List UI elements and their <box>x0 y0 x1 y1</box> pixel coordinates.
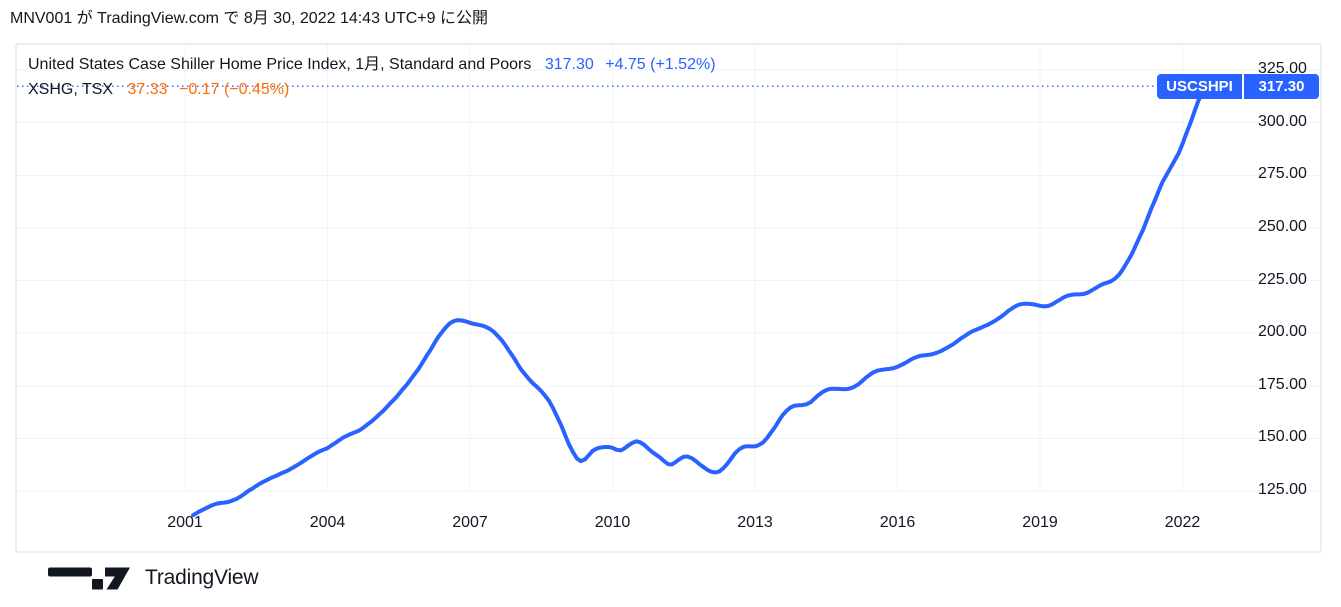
price-axis[interactable]: 325.00 300.00 275.00 250.00 225.00 200.00 175.… <box>1252 43 1322 553</box>
tradingview-logo[interactable]: TradingView <box>48 566 259 590</box>
time-axis-label: 2019 <box>1022 514 1058 531</box>
legend-row-secondary[interactable]: XSHG, TSX 37.33 −0.17 (−0.45%) <box>28 77 716 102</box>
legend-secondary-value: 37.33 <box>127 81 168 98</box>
price-axis-label: 175.00 <box>1258 375 1307 393</box>
price-axis-label: 225.00 <box>1258 270 1307 288</box>
time-axis-label: 2004 <box>309 514 346 531</box>
price-axis-label: 300.00 <box>1258 112 1307 130</box>
tradingview-logo-icon <box>48 567 130 589</box>
time-axis-label: 2013 <box>737 514 773 531</box>
time-axis-label: 2007 <box>452 514 488 531</box>
legend-row-main[interactable]: United States Case Shiller Home Price In… <box>28 52 716 77</box>
price-axis-label: 200.00 <box>1258 323 1307 341</box>
price-axis-label: 150.00 <box>1258 428 1307 446</box>
series-line <box>191 84 1207 518</box>
badge-symbol: USCSHPI <box>1157 73 1242 99</box>
price-axis-label: 325.00 <box>1258 60 1307 77</box>
legend-secondary-change: −0.17 (−0.45%) <box>179 81 290 98</box>
price-axis-label: 275.00 <box>1258 165 1307 183</box>
legend-secondary-name: XSHG, TSX <box>28 81 114 98</box>
badge-value: 317.30 <box>1244 73 1319 99</box>
legend-main-value: 317.30 <box>544 56 594 73</box>
time-axis-label: 2001 <box>167 514 203 531</box>
legend-main-name: United States Case Shiller Home Price In… <box>28 56 532 73</box>
price-axis-label: 125.00 <box>1258 481 1307 498</box>
legend-main-change: +4.75 (+1.52%) <box>605 56 716 73</box>
time-axis[interactable]: 2001 2004 2007 2010 2013 2016 2019 2022 <box>15 494 1322 553</box>
time-axis-label: 2016 <box>879 514 916 531</box>
tradingview-logo-text: TradingView <box>145 566 259 589</box>
time-axis-label: 2022 <box>1164 514 1201 531</box>
chart-widget <box>15 43 1322 553</box>
time-axis-label: 2010 <box>594 514 631 531</box>
price-axis-label: 250.00 <box>1258 217 1307 235</box>
legend: United States Case Shiller Home Price In… <box>28 52 716 102</box>
publish-info: MNV001 が TradingView.com で 8月 30, 2022 1… <box>10 10 488 27</box>
